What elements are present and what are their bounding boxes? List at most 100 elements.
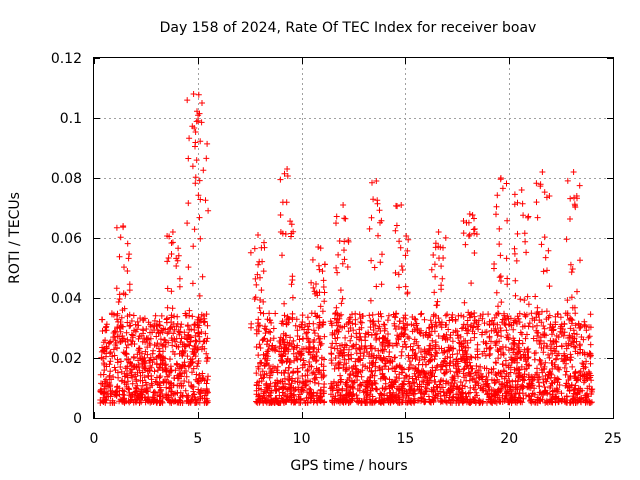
data-point	[145, 394, 152, 400]
data-point	[174, 389, 181, 396]
data-point	[486, 318, 493, 325]
data-point	[347, 318, 353, 325]
data-point	[441, 349, 448, 355]
y-tick-label: 0	[73, 411, 82, 427]
data-point	[483, 365, 490, 372]
data-point	[496, 388, 502, 395]
data-point	[399, 387, 406, 394]
data-point	[463, 377, 470, 384]
data-point	[190, 388, 197, 395]
data-point	[152, 396, 158, 403]
data-point	[582, 364, 589, 371]
data-point	[462, 349, 468, 356]
data-point	[280, 369, 287, 376]
data-point	[255, 396, 262, 403]
data-point	[406, 335, 413, 342]
data-point	[142, 387, 148, 393]
data-point	[129, 374, 136, 381]
data-point	[280, 383, 287, 390]
data-point	[118, 358, 124, 365]
data-point	[310, 320, 317, 327]
data-point	[269, 343, 276, 349]
data-point	[116, 391, 123, 398]
data-point	[380, 321, 387, 328]
data-point	[354, 398, 361, 405]
data-point	[453, 400, 460, 406]
data-point	[183, 392, 190, 399]
data-point	[440, 255, 447, 261]
data-point	[136, 367, 143, 374]
data-point	[168, 314, 175, 321]
data-point	[292, 322, 299, 329]
data-point	[488, 327, 495, 334]
data-point	[519, 323, 526, 330]
data-point	[584, 376, 591, 382]
data-point	[125, 342, 131, 348]
data-point	[284, 173, 291, 179]
data-point	[353, 350, 360, 357]
data-point	[153, 321, 160, 328]
data-point	[536, 389, 543, 396]
data-point	[505, 315, 512, 322]
data-point	[503, 370, 510, 377]
data-point	[195, 330, 202, 337]
data-point	[511, 366, 518, 373]
data-point	[549, 365, 556, 372]
data-point	[97, 397, 104, 403]
data-point	[347, 325, 354, 331]
data-point	[204, 376, 211, 383]
data-point	[516, 337, 523, 344]
data-point	[513, 370, 519, 377]
data-point	[144, 351, 151, 358]
data-point	[578, 334, 585, 340]
data-point	[361, 349, 368, 356]
x-tick-label: 20	[500, 431, 518, 447]
data-point	[405, 352, 412, 359]
data-point	[319, 321, 326, 328]
data-point	[114, 388, 121, 395]
data-point	[442, 362, 449, 369]
data-point	[389, 383, 396, 390]
data-point	[525, 392, 532, 399]
data-point	[539, 169, 546, 175]
data-point	[302, 372, 309, 379]
data-point	[110, 346, 117, 353]
data-point	[192, 139, 199, 146]
data-point	[495, 303, 501, 310]
data-point	[181, 369, 188, 376]
data-point	[570, 169, 577, 175]
data-point	[112, 367, 119, 374]
data-point	[333, 304, 340, 311]
data-point	[542, 359, 549, 366]
data-point	[261, 239, 267, 246]
data-point	[474, 348, 481, 355]
data-point	[189, 359, 195, 366]
data-point	[259, 337, 266, 344]
data-point	[299, 364, 306, 371]
data-point	[524, 346, 531, 353]
data-point	[320, 277, 327, 284]
data-point	[402, 252, 409, 259]
data-point	[441, 370, 448, 377]
data-point	[110, 374, 117, 380]
data-point	[458, 356, 465, 363]
data-point	[419, 378, 426, 385]
data-point	[256, 305, 263, 311]
data-point	[367, 342, 374, 349]
data-point	[561, 364, 568, 371]
data-point	[356, 311, 363, 318]
data-point	[571, 386, 578, 393]
data-point	[523, 392, 529, 399]
data-point	[350, 342, 357, 349]
data-point	[100, 347, 107, 354]
data-point	[260, 336, 267, 343]
data-point	[376, 395, 383, 401]
data-point	[178, 335, 185, 342]
data-point	[191, 226, 198, 233]
data-point	[576, 369, 583, 376]
data-point	[133, 376, 140, 383]
data-point	[422, 384, 429, 391]
data-point	[587, 311, 594, 318]
data-point	[429, 323, 436, 330]
